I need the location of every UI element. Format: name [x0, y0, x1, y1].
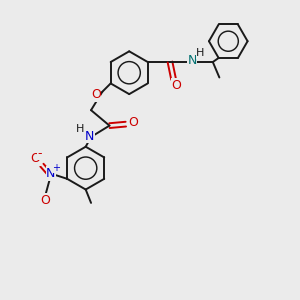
Text: O: O [40, 194, 50, 207]
Text: N: N [187, 54, 197, 67]
Text: O: O [128, 116, 138, 129]
Text: O: O [91, 88, 101, 101]
Text: N: N [85, 130, 94, 143]
Text: H: H [76, 124, 85, 134]
Text: N: N [46, 167, 56, 180]
Text: O: O [172, 79, 182, 92]
Text: H: H [196, 48, 205, 58]
Text: +: + [52, 163, 60, 172]
Text: -: - [38, 147, 42, 160]
Text: O: O [30, 152, 40, 165]
